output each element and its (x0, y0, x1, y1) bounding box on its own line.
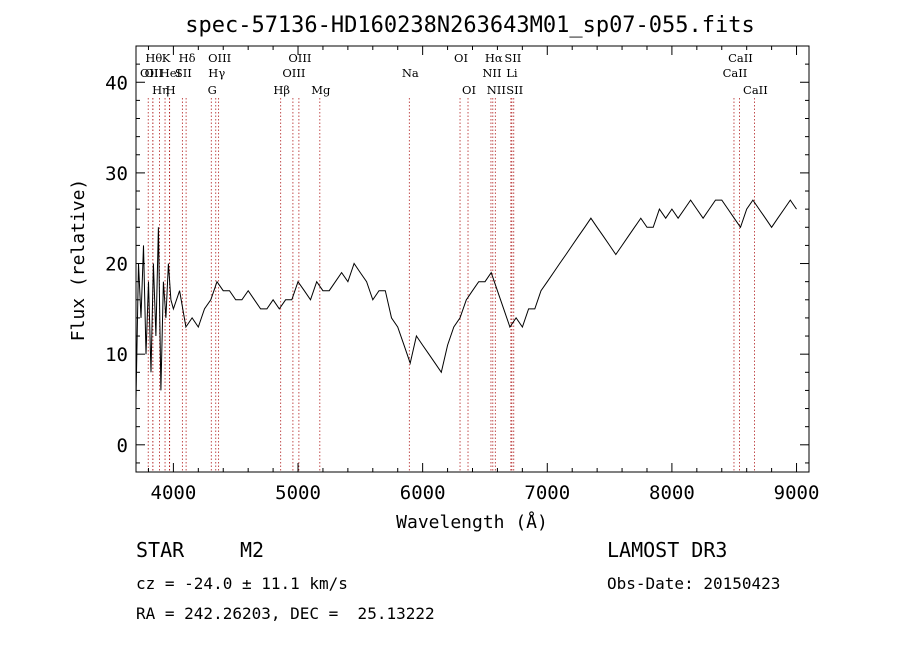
object-subclass: M2 (240, 538, 265, 562)
coordinates: RA = 242.26203, DEC = 25.13222 (136, 604, 435, 623)
x-tick-label: 4000 (151, 482, 197, 504)
spectral-line-label: Hδ (179, 51, 196, 65)
y-tick-label: 10 (105, 344, 128, 366)
spectral-line-label: G (208, 83, 217, 97)
axis-ticks: 4000 5000 6000 7000 8000 9000 0 10 20 30 40 (105, 45, 820, 504)
spectral-line-label: Li (506, 66, 518, 80)
plot-frame (135, 45, 810, 473)
spectrum-line (135, 199, 797, 400)
spectral-line-label: OI (454, 51, 468, 65)
spectral-line-label: OIII (288, 51, 311, 65)
spectral-line-label: SII (175, 66, 192, 80)
object-class: STAR (136, 538, 185, 562)
spectral-line-label: CaII (728, 51, 753, 65)
spectral-line-label: OIII (208, 51, 231, 65)
x-axis-label: Wavelength (Å) (396, 511, 548, 533)
x-tick-label: 5000 (275, 482, 321, 504)
spectral-line-label: Hα (485, 51, 503, 65)
spectral-line-label: OII (140, 66, 159, 80)
spectral-line-label: K (162, 51, 171, 65)
survey-name: LAMOST DR3 (607, 538, 728, 562)
spectral-line-markers: OIIHθOIIHηKHeIHSIIHδGHγOIIIHβOIIIOIIIMgN… (140, 51, 768, 472)
spectral-line-label: Na (402, 66, 419, 80)
x-tick-label: 8000 (649, 482, 695, 504)
spectral-line-label: CaII (743, 83, 768, 97)
spectral-line-label: OIII (282, 66, 305, 80)
spectral-line-label: Hγ (208, 66, 225, 80)
y-tick-label: 20 (105, 254, 128, 276)
spectral-line-label: Hβ (273, 83, 290, 97)
spectral-line-label: Mg (311, 83, 331, 97)
spectral-line-label: Hη (152, 83, 169, 97)
y-tick-label: 0 (117, 435, 128, 457)
spectral-line-label: NII (487, 83, 506, 97)
spectral-line-label: CaII (723, 66, 748, 80)
observation-date: Obs-Date: 20150423 (607, 574, 781, 593)
spectral-line-label: SII (504, 51, 521, 65)
chart-title: spec-57136-HD160238N263643M01_sp07-055.f… (185, 13, 755, 38)
spectral-line-label: SII (506, 83, 523, 97)
x-tick-label: 7000 (524, 482, 570, 504)
spectral-line-label: Hθ (145, 51, 162, 65)
spectral-line-label: NII (482, 66, 501, 80)
x-tick-label: 6000 (400, 482, 446, 504)
spectral-line-label: H (166, 83, 176, 97)
spectral-line-label: HeI (160, 66, 181, 80)
y-tick-label: 40 (105, 72, 128, 94)
y-axis-label: Flux (relative) (68, 179, 89, 342)
redshift-cz: cz = -24.0 ± 11.1 km/s (136, 574, 348, 593)
spectrum-series (135, 199, 797, 400)
y-tick-label: 30 (105, 163, 128, 185)
spectral-line-label: OI (462, 83, 476, 97)
x-tick-label: 9000 (774, 482, 820, 504)
spectral-line-label: OII (145, 66, 164, 80)
